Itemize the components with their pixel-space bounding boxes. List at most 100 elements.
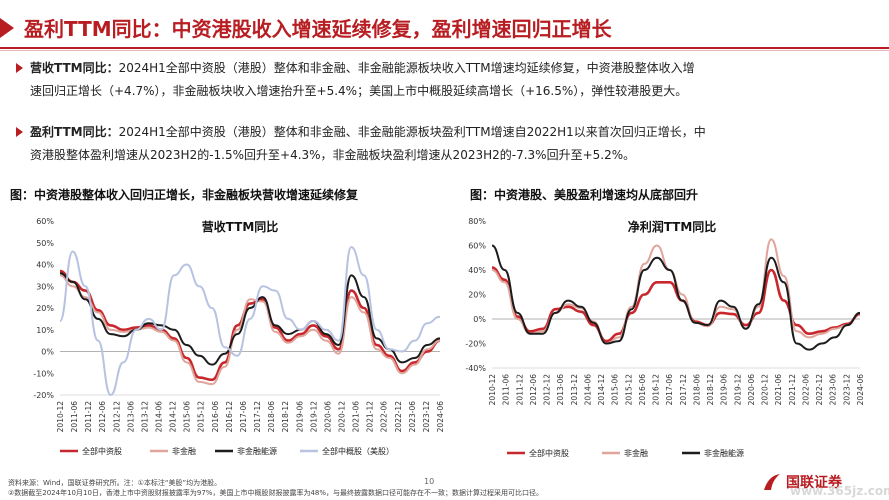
x-tick-label: 2019-12 [309, 401, 318, 433]
x-tick-label: 2016-12 [652, 374, 661, 406]
x-tick-label: 2014-06 [583, 374, 592, 406]
x-tick-label: 2010-12 [56, 401, 65, 433]
series-line-3 [59, 272, 441, 366]
y-tick-label: 20% [36, 304, 54, 313]
bullet-text: 2024H1全部中资股（港股）整体和非金融、非金融能源板块收入TTM增速均延续修… [118, 61, 695, 75]
x-tick-label: 2016-06 [211, 401, 220, 433]
series-line-1 [491, 266, 861, 343]
x-tick-label: 2013-06 [556, 374, 565, 406]
x-tick-label: 2015-12 [197, 401, 206, 433]
x-tick-label: 2024-06 [436, 401, 445, 433]
title-bar: 盈利TTM同比：中资港股收入增速延续修复，盈利增速回归正增长 [0, 0, 889, 51]
x-tick-label: 2012-06 [529, 374, 538, 406]
x-tick-label: 2019-06 [295, 401, 304, 433]
x-tick-label: 2015-12 [624, 374, 633, 406]
bullet-text: 2024H1全部中资股（港股）整体和非金融、非金融能源板块盈利TTM增速自202… [118, 125, 706, 139]
x-tick-label: 2022-06 [380, 401, 389, 433]
x-tick-label: 2020-12 [337, 401, 346, 433]
y-tick-label: 10% [36, 326, 54, 335]
y-tick-label: 0% [473, 315, 486, 324]
x-tick-label: 2018-06 [267, 401, 276, 433]
x-tick-label: 2023-12 [842, 374, 851, 406]
x-tick-label: 2023-12 [422, 401, 431, 433]
brand-logo-icon [764, 474, 780, 490]
x-tick-label: 2021-06 [352, 401, 361, 433]
x-tick-label: 2020-06 [323, 401, 332, 433]
x-tick-label: 2013-06 [126, 401, 135, 433]
x-tick-label: 2014-06 [155, 401, 164, 433]
legend-label: 全部中资股 [529, 448, 569, 458]
series-line-4 [59, 246, 441, 397]
y-tick-label: -20% [465, 340, 486, 349]
x-tick-label: 2018-12 [706, 374, 715, 406]
y-tick-label: 60% [36, 217, 54, 226]
legend-label: 全部中概股（美股） [322, 446, 394, 456]
title-divider [0, 47, 889, 49]
x-tick-label: 2019-12 [733, 374, 742, 406]
title-triangle-icon [0, 18, 14, 38]
x-tick-label: 2017-12 [679, 374, 688, 406]
x-tick-label: 2021-12 [366, 401, 375, 433]
bullet-revenue: 营收TTM同比：2024H1全部中资股（港股）整体和非金融、非金融能源板块收入T… [16, 57, 850, 103]
x-tick-label: 2017-06 [665, 374, 674, 406]
brand-logo: 国联证券 [762, 472, 842, 492]
bullet-label: 盈利TTM同比： [30, 125, 119, 139]
bullet-label: 营收TTM同比： [30, 61, 119, 75]
x-tick-label: 2011-06 [70, 401, 79, 433]
revenue-chart: -20% -10% 0% 10% 20% 30% 40% 50% 60% 2010-12 2011-… [33, 217, 445, 456]
title-divider-light [0, 50, 889, 51]
x-tick-label: 2016-06 [638, 374, 647, 406]
x-tick-label: 2019-06 [720, 374, 729, 406]
x-tick-label: 2014-12 [169, 401, 178, 433]
x-tick-label: 2016-12 [225, 401, 234, 433]
y-tick-label: 30% [36, 282, 54, 291]
x-tick-label: 2011-12 [84, 401, 93, 433]
y-tick-label: 60% [468, 242, 486, 251]
y-tick-label: 50% [36, 239, 54, 248]
bullet-profit: 盈利TTM同比：2024H1全部中资股（港股）整体和非金融、非金融能源板块盈利T… [16, 121, 850, 167]
x-tick-label: 2020-06 [747, 374, 756, 406]
x-tick-label: 2022-06 [801, 374, 810, 406]
x-tick-label: 2023-06 [829, 374, 838, 406]
y-tick-label: 40% [36, 261, 54, 270]
bullet-triangle-icon [16, 63, 23, 73]
legend-label: 非金融 [172, 446, 196, 456]
x-tick-label: 2017-06 [239, 401, 248, 433]
series-line-3 [491, 244, 861, 351]
x-tick-label: 2021-12 [788, 374, 797, 406]
profit-chart: -40% -20% 0% 20% 40% 60% 80% 2010-12 2011-06 2011… [465, 217, 865, 458]
x-tick-label: 2022-12 [815, 374, 824, 406]
legend-label: 非金融 [624, 448, 648, 458]
x-tick-label: 2011-06 [502, 374, 511, 406]
y-tick-label: -10% [33, 369, 54, 378]
x-tick-label: 2024-06 [856, 374, 865, 406]
x-tick-label: 2012-12 [543, 374, 552, 406]
x-tick-label: 2018-06 [692, 374, 701, 406]
x-tick-label: 2010-12 [488, 374, 497, 406]
figure-caption-right: 图：中资港股、美股盈利增速均从底部回升 [470, 188, 699, 202]
bullet-text-cont: 资港股整体盈利增速从2023H2的-1.5%回升至+4.3%，非金融板块盈利增速… [30, 148, 636, 162]
x-tick-label: 2020-12 [761, 374, 770, 406]
x-tick-label: 2013-12 [570, 374, 579, 406]
x-tick-label: 2021-06 [774, 374, 783, 406]
page-number: 10 [424, 477, 435, 486]
bullet-text-cont: 速回归正增长（+4.7%），非金融板块收入增速抬升至+5.4%；美国上市中概股延… [30, 84, 688, 98]
footer-source: 资料来源：Wind，国联证券研究所。注：①本标注“美股”均为港股。 [8, 479, 222, 487]
series-line-2 [59, 274, 441, 386]
brand-name: 国联证券 [786, 475, 842, 491]
bullet-triangle-icon [16, 127, 23, 137]
x-tick-label: 2014-12 [597, 374, 606, 406]
y-tick-label: 20% [468, 291, 486, 300]
x-tick-label: 2011-12 [515, 374, 524, 406]
y-tick-label: 0% [41, 348, 54, 357]
y-tick-label: 40% [468, 266, 486, 275]
y-tick-label: -40% [465, 364, 486, 373]
page-title: 盈利TTM同比：中资港股收入增速延续修复，盈利增速回归正增长 [24, 17, 612, 41]
series-line-1 [59, 269, 441, 382]
x-tick-label: 2017-12 [253, 401, 262, 433]
x-tick-label: 2022-12 [394, 401, 403, 433]
chart-title: 净利润TTM同比 [628, 219, 717, 234]
x-tick-label: 2023-06 [408, 401, 417, 433]
x-tick-label: 2018-12 [281, 401, 290, 433]
watermark: www.365jz.com [790, 484, 889, 498]
